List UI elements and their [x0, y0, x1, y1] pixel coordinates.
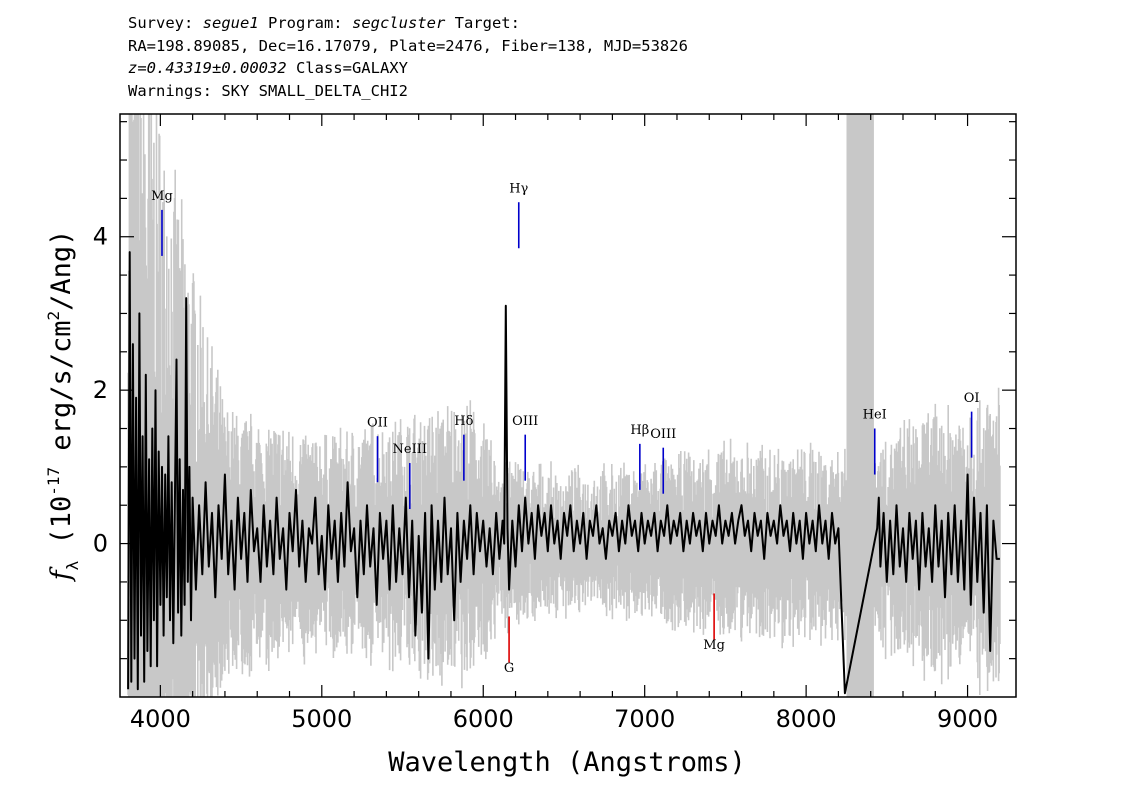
x-tick-label: 8000 — [776, 705, 837, 733]
emission-label-h: Hδ — [454, 414, 473, 429]
masked-region — [846, 114, 874, 697]
emission-label-oi: OI — [964, 391, 980, 406]
x-tick-label: 7000 — [614, 705, 675, 733]
redshift-value: z=0.43319±0.00032 — [128, 59, 287, 77]
absorption-label-mg: Mg — [703, 638, 725, 653]
emission-label-oii: OII — [367, 415, 388, 430]
header-line-redshift: z=0.43319±0.00032 Class=GALAXY — [128, 57, 688, 80]
emission-label-hei: HeI — [863, 408, 887, 423]
emission-label-h: Hγ — [509, 181, 528, 196]
emission-label-mg: Mg — [151, 189, 173, 204]
y-tick-label: 2 — [93, 376, 108, 404]
absorption-label-g: G — [504, 661, 514, 676]
masked-region-rect — [846, 114, 874, 697]
survey-name: segue1 — [202, 14, 259, 32]
x-tick-label: 6000 — [453, 705, 514, 733]
emission-label-h: Hβ — [630, 423, 649, 438]
axis-ticks: 4000 5000 6000 7000 8000 9000 0 2 4 — [93, 114, 1016, 733]
target-prefix: Target: — [445, 14, 520, 32]
program-name: segcluster — [351, 14, 446, 32]
y-tick-label: 0 — [93, 530, 108, 558]
header-line-warnings: Warnings: SKY SMALL_DELTA_CHI2 — [128, 81, 408, 100]
program-prefix: Program: — [258, 14, 352, 32]
x-tick-label: 5000 — [291, 705, 352, 733]
spectrum-header: Survey: segue1 Program: segcluster Targe… — [128, 12, 688, 102]
header-line-coords: RA=198.89085, Dec=16.17079, Plate=2476, … — [128, 36, 688, 55]
y-axis-title: fλ (10-17 erg/s/cm2/Ang) — [44, 230, 82, 583]
emission-label-oiii: OIII — [512, 414, 538, 429]
x-tick-label: 9000 — [937, 705, 998, 733]
class-value: Class=GALAXY — [286, 59, 408, 77]
emission-label-neiii: NeIII — [393, 442, 427, 457]
x-axis-title: Wavelength (Angstroms) — [388, 747, 746, 778]
plot-frame — [119, 113, 1017, 698]
y-tick-label: 4 — [93, 223, 108, 251]
emission-label-oiii: OIII — [650, 427, 676, 442]
x-tick-label: 4000 — [130, 705, 191, 733]
header-line-survey: Survey: segue1 Program: segcluster Targe… — [128, 12, 688, 35]
flux-series-path — [127, 251, 1000, 695]
flux-line — [127, 251, 1000, 695]
survey-prefix: Survey: — [128, 14, 203, 32]
svg-text:fλ (10-17 erg/s/cm2/Ang): fλ (10-17 erg/s/cm2/Ang) — [44, 230, 82, 583]
